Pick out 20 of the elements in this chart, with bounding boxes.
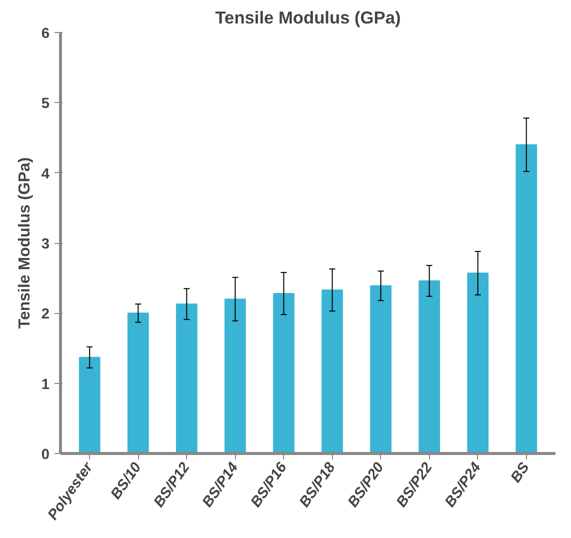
bar <box>127 312 149 454</box>
chart-title: Tensile Modulus (GPa) <box>215 8 401 28</box>
bar <box>418 280 440 454</box>
bar <box>467 272 489 454</box>
bar <box>224 298 246 454</box>
y-tick-label: 2 <box>41 306 50 323</box>
bar <box>78 356 100 454</box>
y-tick-label: 5 <box>41 96 50 112</box>
bar <box>516 144 538 454</box>
y-tick-label: 1 <box>41 376 50 393</box>
y-tick-label: 4 <box>41 166 50 182</box>
x-tick-label: BS <box>508 460 534 486</box>
y-axis-title: Tensile Modulus (GPa) <box>16 157 34 329</box>
bar <box>273 293 294 454</box>
y-tick-label: 3 <box>41 236 50 252</box>
y-tick-label: 6 <box>41 26 50 42</box>
bar <box>370 285 392 454</box>
bar <box>176 304 198 454</box>
y-tick-label: 0 <box>41 447 50 463</box>
bar <box>322 290 343 454</box>
